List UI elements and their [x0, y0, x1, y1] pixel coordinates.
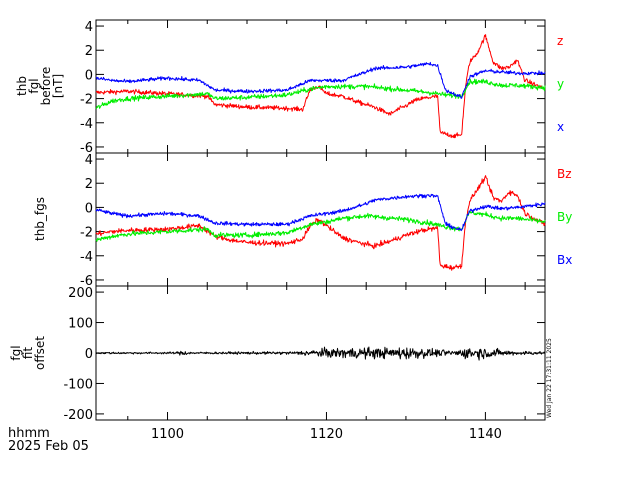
y-tick-label: 0 [85, 347, 93, 362]
y-axis-ticks: 200 100 0 -100 -200 [63, 286, 545, 423]
y-axis-label-line: thb [15, 76, 29, 96]
y-axis-ticks: 4 2 0 -2 -4 -6 [80, 153, 545, 289]
y-axis-label-line: thb_fgs [33, 197, 47, 241]
series-traces [95, 175, 546, 271]
panel-frame [95, 152, 546, 287]
x-axis-ticks [127, 20, 526, 153]
legend: z y x [557, 34, 564, 134]
y-tick-label: 4 [85, 153, 93, 168]
legend: Bz By Bx [557, 167, 572, 267]
series-line-by [95, 209, 546, 242]
legend-label-x: x [557, 120, 564, 134]
y-tick-label: -2 [80, 226, 93, 241]
y-tick-label: -4 [80, 250, 93, 265]
series-line-y [95, 78, 546, 109]
y-axis-label-line: before [39, 67, 53, 106]
y-tick-label: 2 [85, 44, 93, 59]
legend-label-y: y [557, 77, 564, 91]
y-axis-label-line: [nT] [51, 74, 65, 98]
panel-thb-fgl-before: thb fgl before [nT] 4 2 0 -2 -4 -6 z y x [15, 19, 564, 156]
y-axis-label: thb_fgs [33, 197, 47, 241]
time-format-label: hhmm [8, 426, 50, 441]
x-tick-label: 1120 [310, 427, 343, 442]
y-axis-label: thb fgl before [nT] [15, 67, 65, 106]
series-line-bz [95, 175, 546, 271]
series-line-x [95, 61, 546, 99]
y-axis-label-line: fgl [27, 78, 41, 93]
legend-label-bx: Bx [557, 253, 572, 267]
x-axis-ticks [127, 153, 526, 286]
y-axis-label-line: offset [33, 336, 47, 370]
series-line-offset [95, 346, 546, 361]
date-label: 2025 Feb 05 [8, 439, 89, 454]
y-tick-label: -6 [80, 274, 93, 289]
y-tick-label: 100 [68, 317, 93, 332]
timestamp-stamp: Wed Jan 22 17:31:11 2025 [546, 338, 553, 418]
y-tick-label: -6 [80, 141, 93, 156]
legend-label-by: By [557, 210, 572, 224]
x-axis-ticks: 1100 1120 1140 [127, 286, 526, 442]
panel-thb-fgs: thb_fgs 4 2 0 -2 -4 -6 Bz By Bx [33, 152, 572, 289]
y-tick-label: -200 [63, 408, 93, 423]
y-tick-label: 0 [85, 201, 93, 216]
y-axis-label: fgl fit offset [9, 336, 47, 370]
legend-label-bz: Bz [557, 167, 572, 181]
series-traces [95, 34, 546, 139]
y-tick-label: 200 [68, 286, 93, 301]
y-axis-label-line: fit [21, 347, 35, 360]
x-tick-label: 1140 [469, 427, 502, 442]
y-tick-label: 0 [85, 68, 93, 83]
series-traces [95, 346, 546, 361]
y-tick-label: -4 [80, 117, 93, 132]
y-tick-label: 2 [85, 177, 93, 192]
legend-label-z: z [557, 34, 563, 48]
x-tick-label: 1100 [151, 427, 184, 442]
y-axis-label-line: fgl [9, 345, 23, 360]
y-tick-label: -100 [63, 377, 93, 392]
y-tick-label: -2 [80, 93, 93, 108]
series-line-bx [95, 193, 546, 232]
y-tick-label: 4 [85, 20, 93, 35]
